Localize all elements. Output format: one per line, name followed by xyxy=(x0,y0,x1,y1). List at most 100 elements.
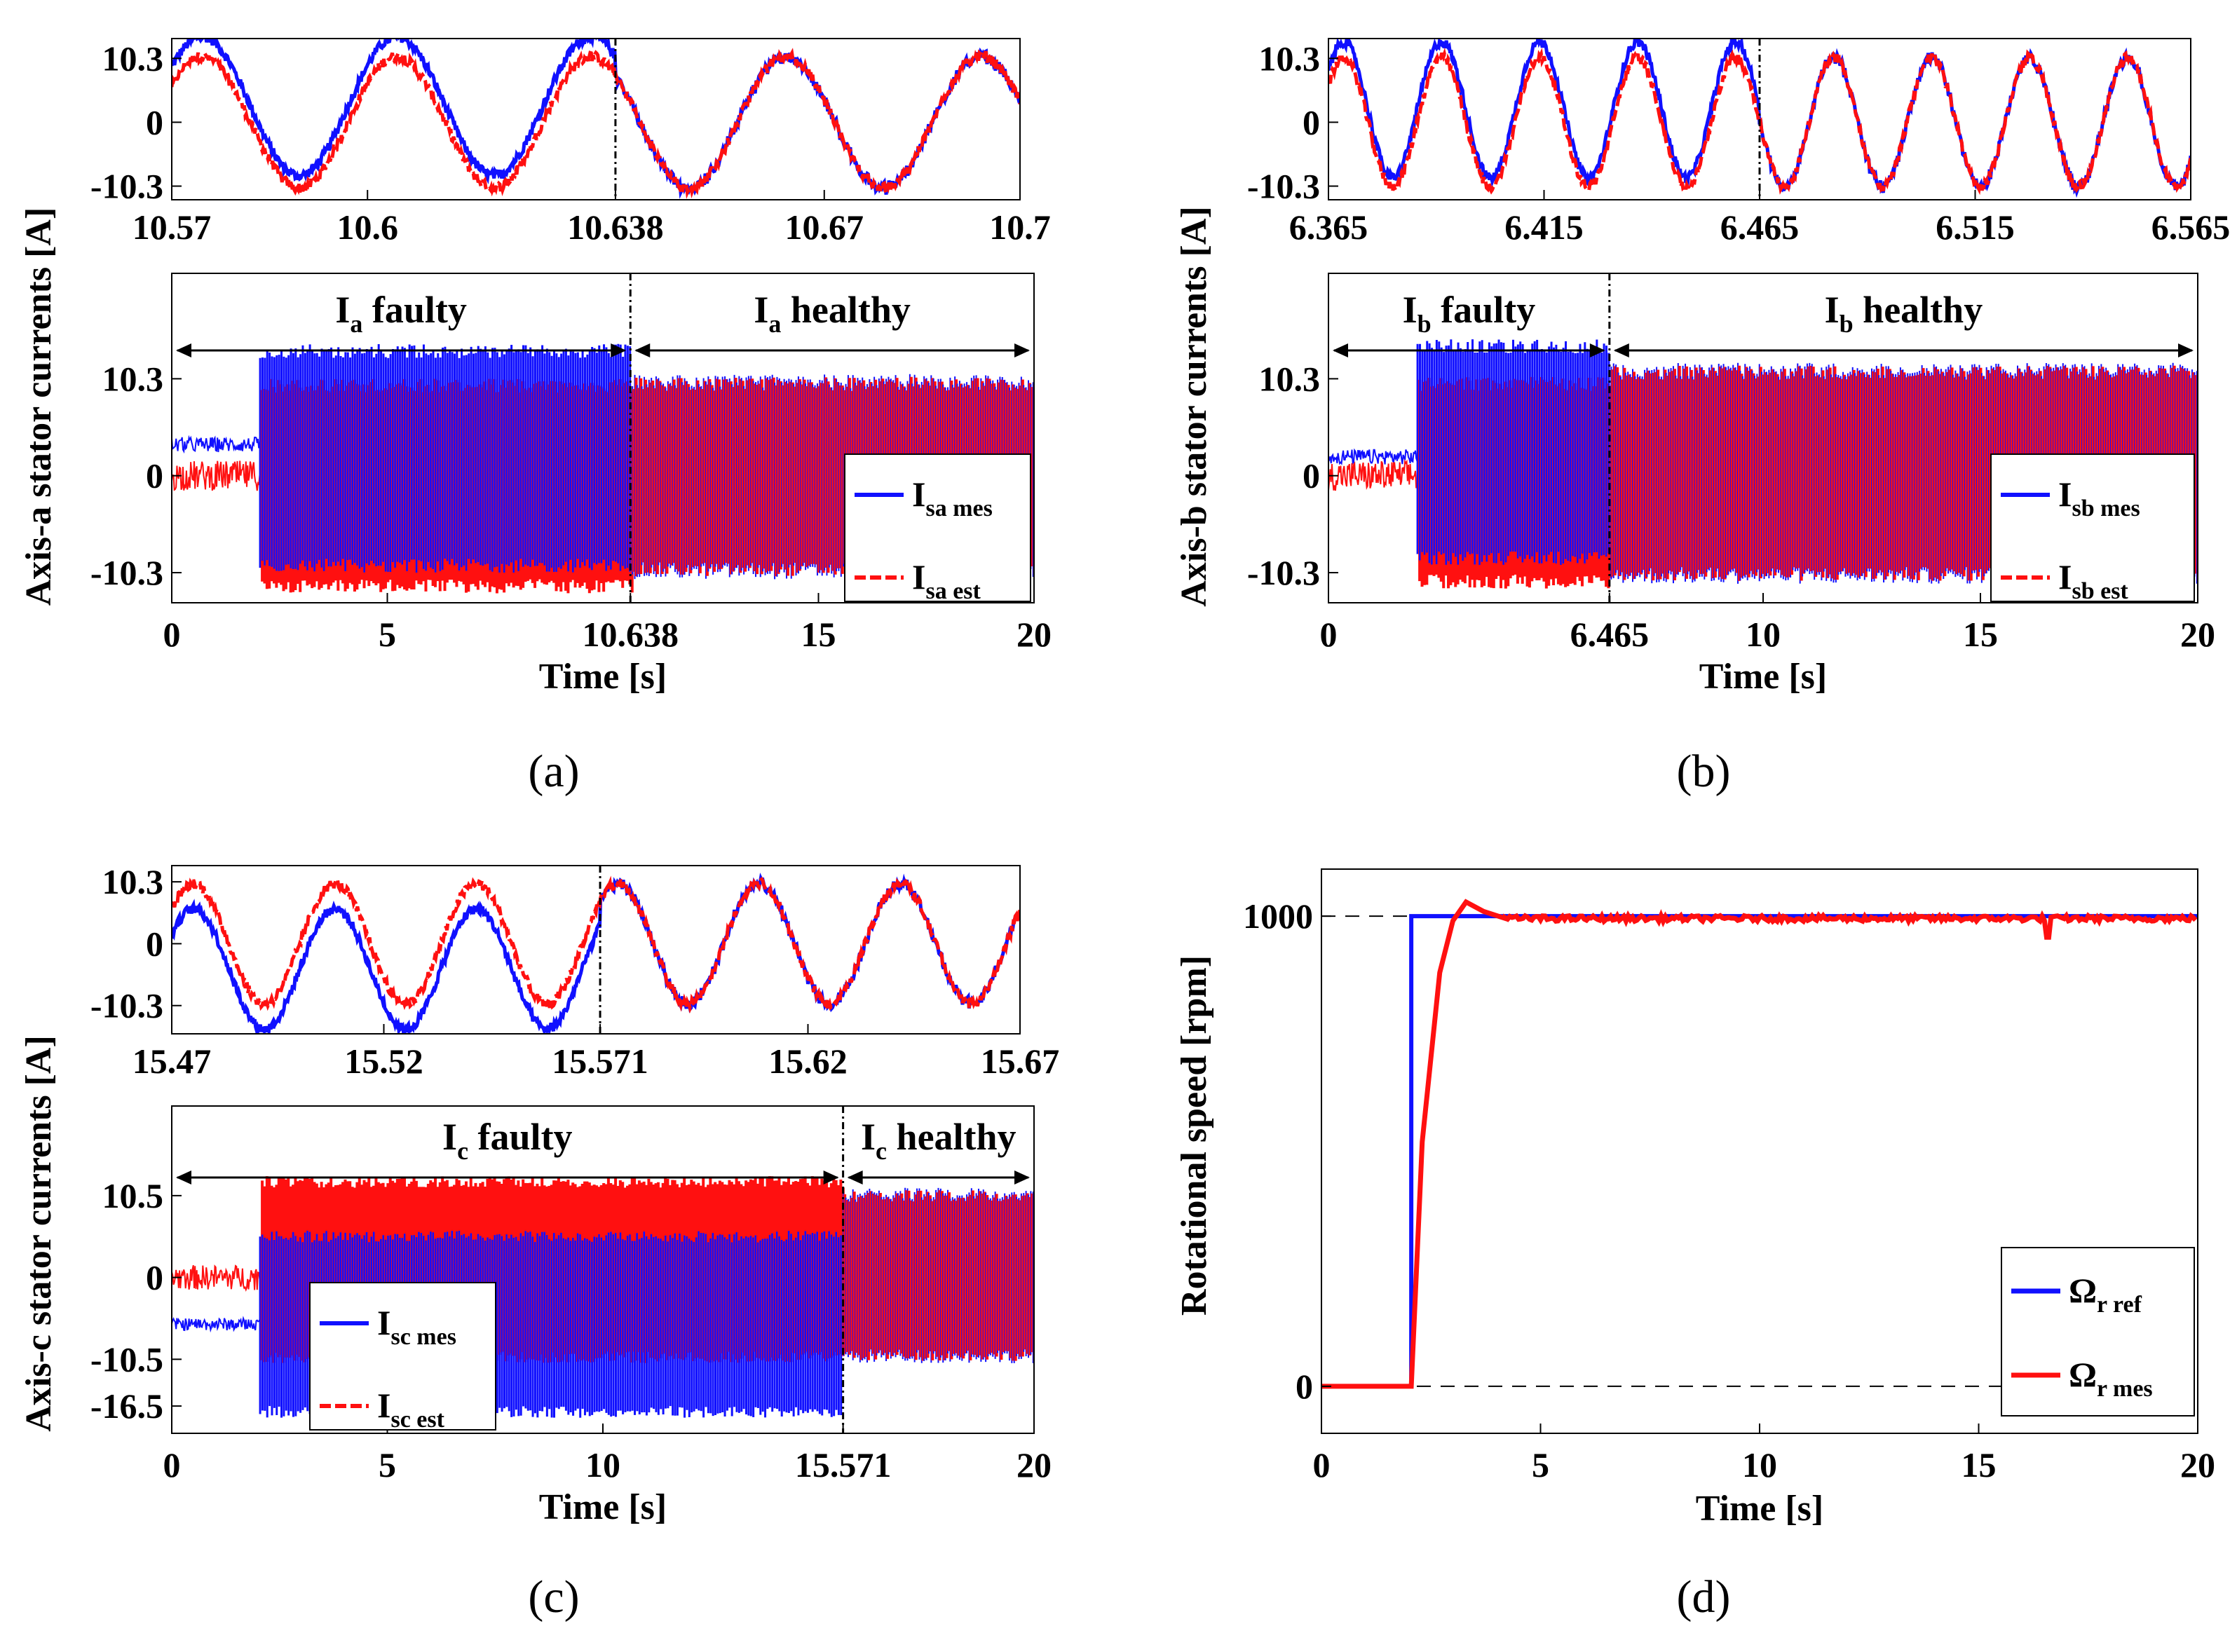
c-inset-xtick-label: 15.67 xyxy=(981,1042,1060,1081)
panel-c: Axis-c stator currents [A] 15.47 15.52 15.5… xyxy=(19,862,1059,1623)
b-healthy-arrow-head-right xyxy=(2178,343,2194,357)
c-inset-ytick-label: -10.3 xyxy=(90,986,163,1025)
a-main-xtick-label: 5 xyxy=(379,615,396,654)
a-healthy-arrow-head-left xyxy=(634,343,651,357)
a-inset-ytick-label: 0 xyxy=(146,102,163,142)
b-healthy-arrow-head-left xyxy=(1613,343,1629,357)
a-inset-xtick-label: 10.57 xyxy=(132,207,212,247)
a-inset-xtick-label: 10.6 xyxy=(336,207,398,247)
c-main-ytick-label: 0 xyxy=(146,1258,163,1297)
a-main-pre-mes xyxy=(172,435,261,454)
d-xtick-label: 20 xyxy=(2180,1445,2215,1484)
c-ylabel: Axis-c stator currents [A] xyxy=(19,1035,59,1432)
c-faulty-label: Ic faulty xyxy=(442,1116,573,1165)
b-main-xtick-label: 20 xyxy=(2180,615,2215,654)
b-main-xtick-label: 6.465 xyxy=(1570,615,1650,654)
a-main-xtick-label: 15 xyxy=(801,615,836,654)
a-legend-label-mes: Isa mes xyxy=(912,475,993,521)
c-main-pre-mes xyxy=(172,1316,261,1333)
panel-b: Axis-b stator currents [A] 6.365 6.415 6.46… xyxy=(1174,38,2231,797)
a-faulty-arrow-head-left xyxy=(176,343,191,357)
c-inset-series-est xyxy=(172,874,1020,1014)
d-legend-label-mes: Ωr mes xyxy=(2069,1355,2153,1402)
b-inset-ytick-label: 0 xyxy=(1303,102,1320,142)
c-inset-xtick-label: 15.62 xyxy=(768,1042,848,1081)
c-healthy-arrow-head-right xyxy=(1014,1170,1030,1185)
c-faulty-arrow-head-left xyxy=(176,1170,191,1185)
b-main-ytick-label: 0 xyxy=(1303,456,1320,496)
a-inset-series-mes xyxy=(172,39,1020,199)
b-inset-xtick-label: 6.565 xyxy=(2151,207,2231,247)
a-legend: Isa mes Isa est xyxy=(844,453,1031,604)
a-xlabel: Time [s] xyxy=(539,657,667,697)
b-main-ytick-label: 10.3 xyxy=(1259,359,1321,398)
c-main-ytick-label: 10.5 xyxy=(102,1176,164,1215)
b-inset: 6.365 6.415 6.465 6.515 6.565 10.3 0 -10.3 xyxy=(1247,38,2231,247)
c-inset-ytick-label: 10.3 xyxy=(102,862,164,901)
c-inset-xtick-label: 15.52 xyxy=(344,1042,423,1081)
c-inset: 15.47 15.52 15.571 15.62 15.67 10.3 0 -10.3 xyxy=(90,862,1059,1081)
c-inset-xtick-label: 15.47 xyxy=(132,1042,212,1081)
c-main-xtick-label: 5 xyxy=(379,1445,396,1484)
c-main-xtick-label: 10 xyxy=(585,1445,620,1484)
c-legend-label-est: Isc est xyxy=(377,1386,445,1433)
b-inset-xtick-label: 6.515 xyxy=(1936,207,2015,247)
a-main-xtick-label: 0 xyxy=(163,615,181,654)
c-inset-axes-frame xyxy=(171,865,1021,1035)
a-main-ytick-label: 10.3 xyxy=(102,359,164,398)
d-legend-box xyxy=(2001,1247,2195,1417)
a-inset-ytick-label: 10.3 xyxy=(102,39,164,78)
b-inset-ytick-label: -10.3 xyxy=(1247,167,1320,206)
a-healthy-label: Ia healthy xyxy=(754,289,911,338)
a-legend-label-est: Isa est xyxy=(912,557,981,604)
c-main-plot xyxy=(172,1176,1034,1418)
a-main-pre-est xyxy=(172,460,261,491)
a-inset-xtick-label: 10.638 xyxy=(567,207,664,247)
c-inset-plot xyxy=(172,872,1020,1034)
b-inset-xtick-label: 6.365 xyxy=(1289,207,1368,247)
c-legend-label-mes: Isc mes xyxy=(377,1303,456,1350)
d-series-mes xyxy=(1321,899,2198,1389)
d-panel-label: (d) xyxy=(1677,1571,1731,1623)
a-main-ytick-label: -10.3 xyxy=(90,553,163,592)
c-main-xtick-label: 20 xyxy=(1016,1445,1052,1484)
c-main-ytick-label: -10.5 xyxy=(90,1339,163,1379)
b-xlabel: Time [s] xyxy=(1699,657,1827,697)
c-main-xtick-label: 15.571 xyxy=(795,1445,892,1484)
b-ylabel: Axis-b stator currents [A] xyxy=(1174,206,1214,606)
c-legend: Isc mes Isc est xyxy=(309,1282,496,1433)
d-ytick-label: 0 xyxy=(1296,1367,1313,1406)
b-legend-label-mes: Isb mes xyxy=(2058,475,2140,521)
panel-a: Axis-a stator currents [A] 10.57 10.6 10.63… xyxy=(19,38,1052,797)
d-xtick-label: 10 xyxy=(1742,1445,1777,1484)
b-main-ytick-label: -10.3 xyxy=(1247,553,1320,592)
d-xtick-label: 5 xyxy=(1532,1445,1549,1484)
c-main: 0 5 10 15.571 20 10.5 0 -10.5 -16.5 Time [s] Ic fa… xyxy=(90,1105,1052,1527)
b-legend: Isb mes Isb est xyxy=(1990,453,2195,604)
a-main-xtick-label: 20 xyxy=(1016,615,1052,654)
b-faulty-arrow-head-left xyxy=(1333,343,1348,357)
c-panel-label: (c) xyxy=(528,1571,579,1623)
a-main-xtick-label: 10.638 xyxy=(582,615,679,654)
a-ylabel: Axis-a stator currents [A] xyxy=(19,207,59,606)
d-legend-label-ref: Ωr ref xyxy=(2069,1271,2142,1318)
d-xtick-label: 0 xyxy=(1313,1445,1331,1484)
b-legend-label-est: Isb est xyxy=(2058,557,2128,604)
d-ylabel: Rotational speed [rpm] xyxy=(1174,955,1214,1316)
b-inset-ytick-label: 10.3 xyxy=(1259,39,1321,78)
a-faulty-label: Ia faulty xyxy=(335,289,467,338)
a-main-ytick-label: 0 xyxy=(146,456,163,496)
b-faulty-arrow-head-right xyxy=(1589,343,1605,357)
a-inset-series-est xyxy=(172,48,1020,200)
b-faulty-label: Ib faulty xyxy=(1403,289,1536,338)
c-healthy-label: Ic healthy xyxy=(861,1116,1016,1165)
c-main-pre-est xyxy=(172,1264,261,1292)
b-healthy-label: Ib healthy xyxy=(1825,289,1983,338)
b-main-xtick-label: 0 xyxy=(1320,615,1338,654)
c-healthy-arrow-head-left xyxy=(847,1170,863,1185)
c-faulty-arrow-head-right xyxy=(823,1170,839,1185)
b-inset-xtick-label: 6.415 xyxy=(1504,207,1584,247)
